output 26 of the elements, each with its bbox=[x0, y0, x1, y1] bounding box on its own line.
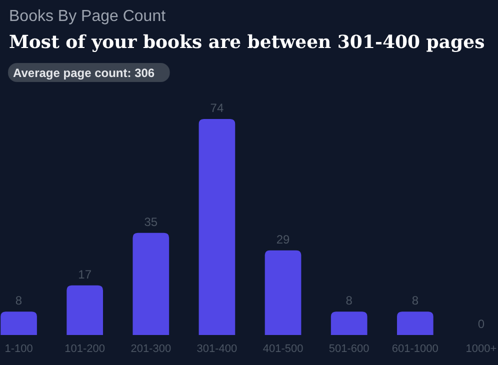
bar bbox=[132, 232, 170, 335]
x-tick-label: 201-300 bbox=[130, 343, 172, 355]
x-tick-label: 301-400 bbox=[196, 343, 238, 355]
chart-title: Books By Page Count bbox=[9, 8, 166, 25]
data-label: 17 bbox=[78, 267, 92, 282]
data-label: 8 bbox=[346, 294, 353, 308]
x-tick-label: 101-200 bbox=[64, 343, 106, 355]
data-label: 74 bbox=[210, 101, 224, 115]
chart-subtitle: Most of your books are between 301-400 pages bbox=[9, 32, 485, 53]
data-label: 8 bbox=[412, 294, 419, 308]
bar bbox=[0, 312, 37, 335]
bar bbox=[396, 312, 434, 335]
text: Average page count: 306 bbox=[13, 66, 155, 80]
data-label: 29 bbox=[276, 232, 290, 246]
data-label: 8 bbox=[15, 294, 22, 308]
bar bbox=[264, 250, 302, 335]
bar bbox=[198, 119, 236, 335]
data-label: 0 bbox=[478, 317, 485, 331]
x-tick-label: 1000+ bbox=[466, 343, 497, 355]
bar bbox=[330, 312, 368, 335]
data-label: 35 bbox=[144, 214, 158, 229]
x-tick-label: 601-1000 bbox=[392, 343, 438, 355]
bar bbox=[66, 285, 104, 335]
x-tick-label: 401-500 bbox=[262, 343, 304, 355]
x-tick-label: 1-100 bbox=[4, 343, 33, 355]
x-tick-label: 501-600 bbox=[328, 343, 370, 355]
